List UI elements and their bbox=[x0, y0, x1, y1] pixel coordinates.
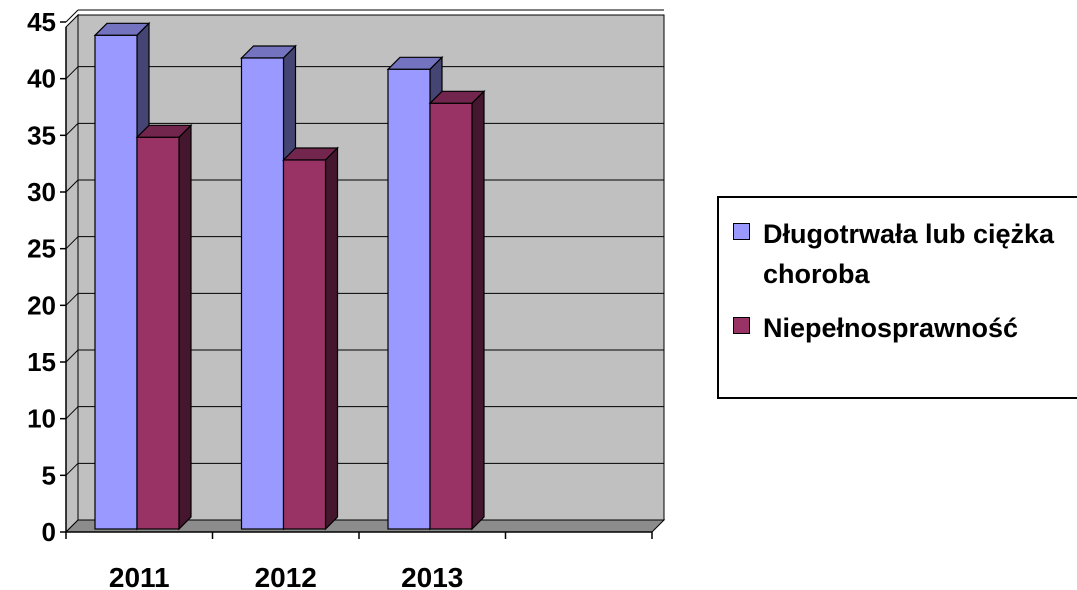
x-tick-label: 2012 bbox=[255, 562, 317, 590]
bar-2-2012 bbox=[282, 146, 339, 531]
bar-side bbox=[324, 146, 339, 531]
gridline-side bbox=[65, 9, 79, 23]
bar-front bbox=[136, 136, 180, 530]
gridline-side bbox=[65, 292, 79, 306]
bar-2-2013 bbox=[428, 89, 486, 531]
plot-side-wall bbox=[65, 13, 79, 534]
bars bbox=[93, 21, 486, 531]
y-tick-label: 35 bbox=[27, 120, 56, 150]
bar-front bbox=[282, 159, 327, 530]
y-axis: 0 5 10 15 20 25 30 35 40 45 bbox=[27, 7, 67, 547]
x-tick-label: 2013 bbox=[401, 562, 463, 590]
bar-front bbox=[240, 57, 285, 530]
bar-side bbox=[178, 123, 192, 531]
y-tick-label: 30 bbox=[27, 177, 56, 207]
legend-item-series-2: Niepełnosprawność bbox=[733, 308, 1077, 348]
legend-item-series-1: Długotrwała lub ciężka choroba bbox=[733, 214, 1077, 294]
y-tick-label: 5 bbox=[42, 460, 56, 490]
gridline-side bbox=[65, 462, 79, 476]
gridline-side bbox=[65, 122, 79, 136]
bar-front bbox=[429, 102, 473, 530]
x-axis: 2011 2012 2013 bbox=[65, 531, 653, 590]
legend: Długotrwała lub ciężka choroba Niepełnos… bbox=[717, 196, 1077, 399]
bar-front bbox=[94, 34, 138, 530]
y-tick-label: 20 bbox=[27, 290, 56, 320]
bar-2-2011 bbox=[135, 123, 193, 531]
y-tick-label: 15 bbox=[27, 347, 56, 377]
y-tick-label: 0 bbox=[42, 517, 56, 547]
gridline-side bbox=[65, 179, 79, 193]
legend-swatch-series-2 bbox=[733, 317, 750, 334]
bar-side bbox=[471, 89, 485, 531]
y-tick-label: 40 bbox=[27, 64, 56, 94]
legend-swatch-series-1 bbox=[733, 223, 750, 240]
y-tick-label: 45 bbox=[27, 7, 56, 37]
x-tick-label: 2011 bbox=[109, 562, 170, 590]
gridline-side bbox=[65, 236, 79, 250]
gridline-side bbox=[65, 406, 79, 420]
legend-label-series-1: Długotrwała lub ciężka choroba bbox=[763, 219, 1055, 289]
legend-label-series-2: Niepełnosprawność bbox=[763, 313, 1019, 343]
y-tick-label: 10 bbox=[27, 404, 56, 434]
bar-front bbox=[387, 68, 431, 530]
gridline-side bbox=[65, 349, 79, 363]
y-tick-label: 25 bbox=[27, 234, 56, 264]
gridline-side bbox=[65, 66, 79, 80]
